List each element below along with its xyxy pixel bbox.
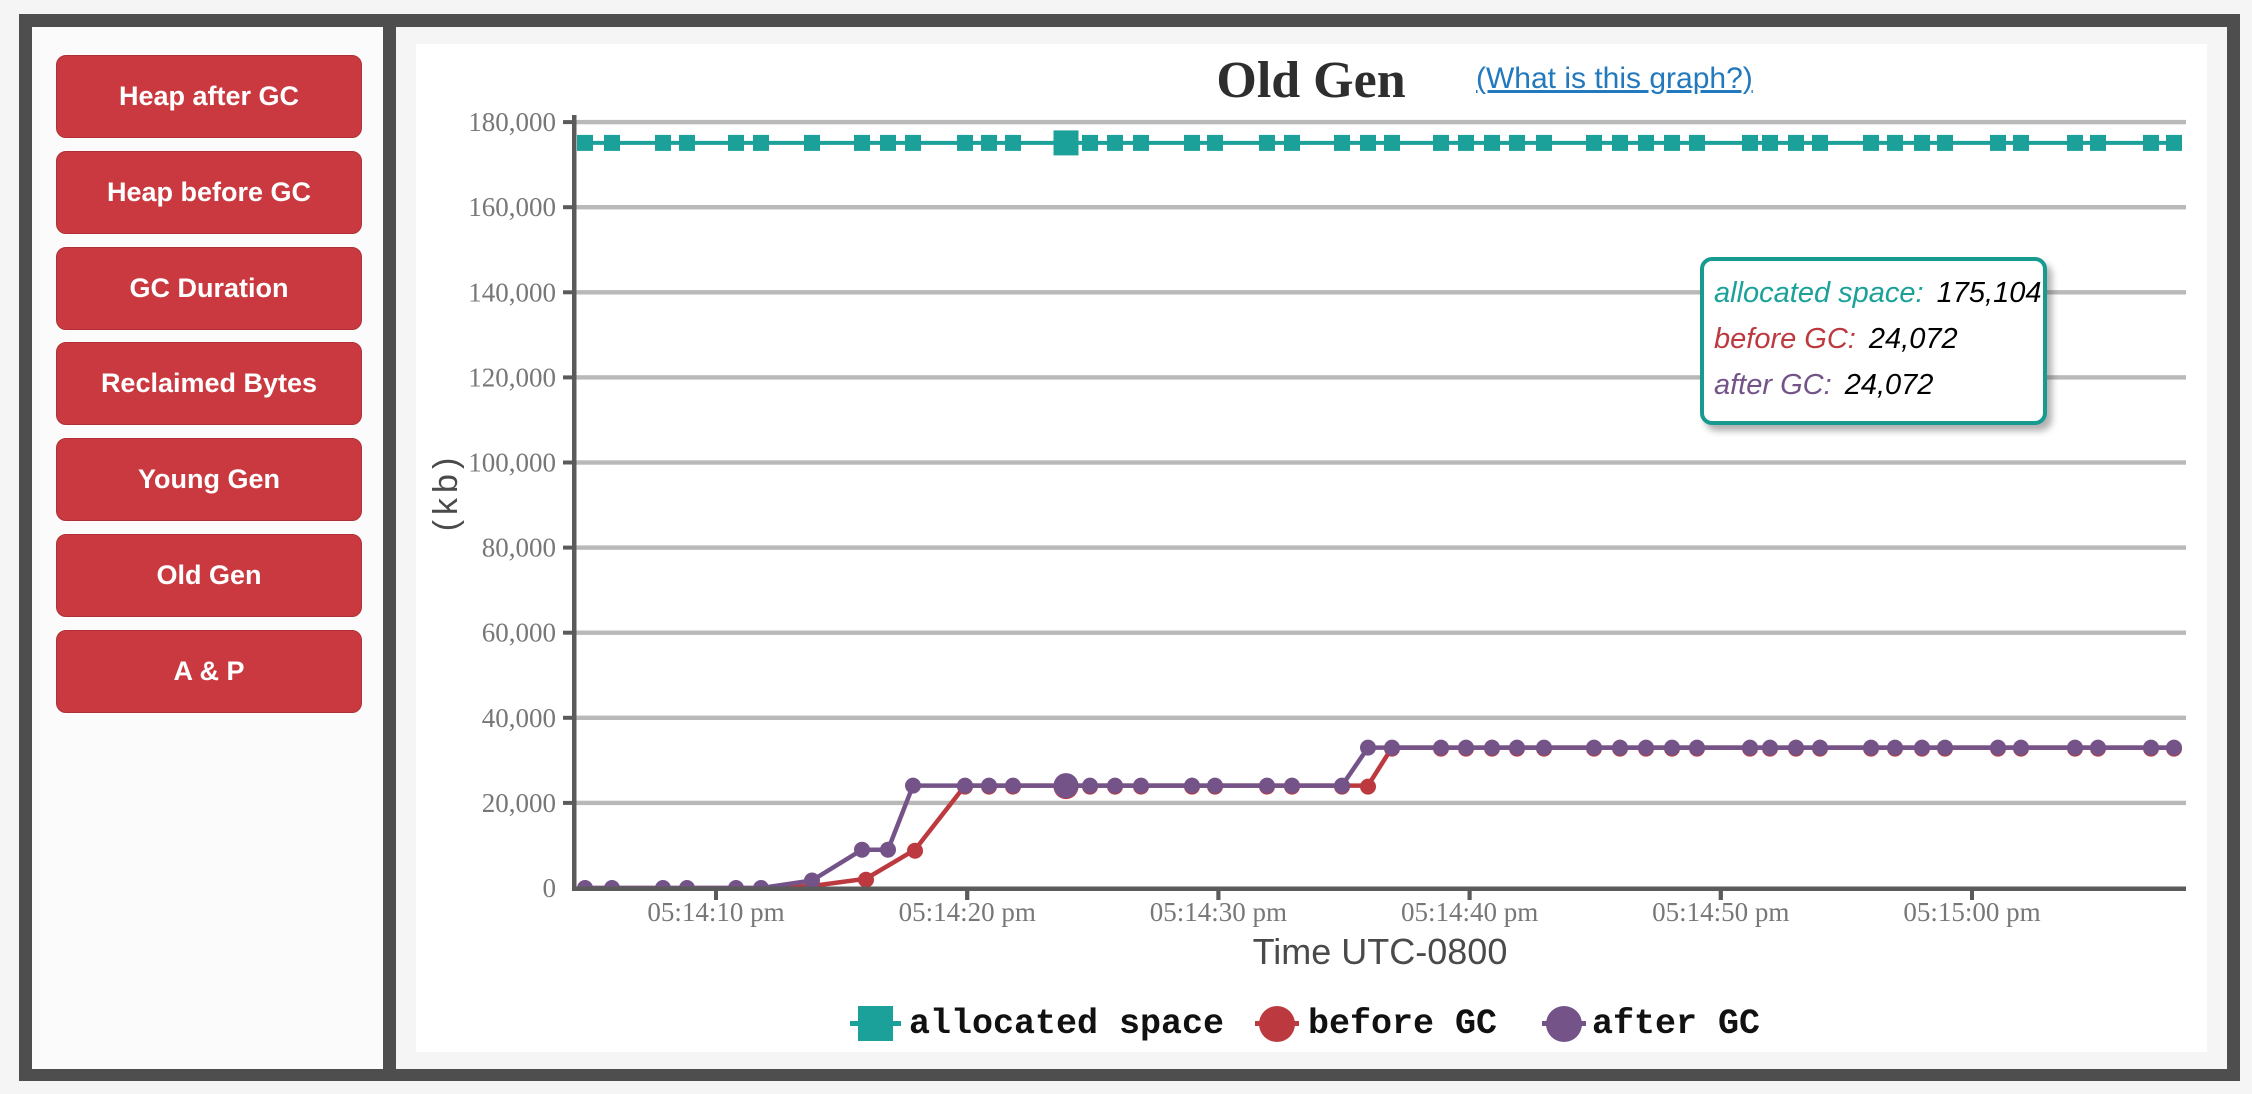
svg-text:05:14:50 pm: 05:14:50 pm	[1652, 897, 1789, 927]
svg-text:100,000: 100,000	[468, 448, 556, 478]
svg-text:40,000: 40,000	[482, 703, 556, 733]
svg-text:20,000: 20,000	[482, 788, 556, 818]
svg-text:180,000: 180,000	[468, 107, 556, 137]
svg-text:05:14:40 pm: 05:14:40 pm	[1401, 897, 1538, 927]
svg-text:120,000: 120,000	[468, 362, 556, 392]
svg-text:05:15:00 pm: 05:15:00 pm	[1903, 897, 2040, 927]
svg-text:80,000: 80,000	[482, 533, 556, 563]
svg-text:Time UTC-0800: Time UTC-0800	[1253, 931, 1508, 972]
svg-text:160,000: 160,000	[468, 192, 556, 222]
svg-text:05:14:30 pm: 05:14:30 pm	[1150, 897, 1287, 927]
svg-text:140,000: 140,000	[468, 277, 556, 307]
svg-text:0: 0	[543, 873, 557, 903]
svg-text:60,000: 60,000	[482, 618, 556, 648]
svg-text:05:14:20 pm: 05:14:20 pm	[899, 897, 1036, 927]
svg-text:05:14:10 pm: 05:14:10 pm	[647, 897, 784, 927]
svg-text:(kb): (kb)	[427, 453, 465, 532]
